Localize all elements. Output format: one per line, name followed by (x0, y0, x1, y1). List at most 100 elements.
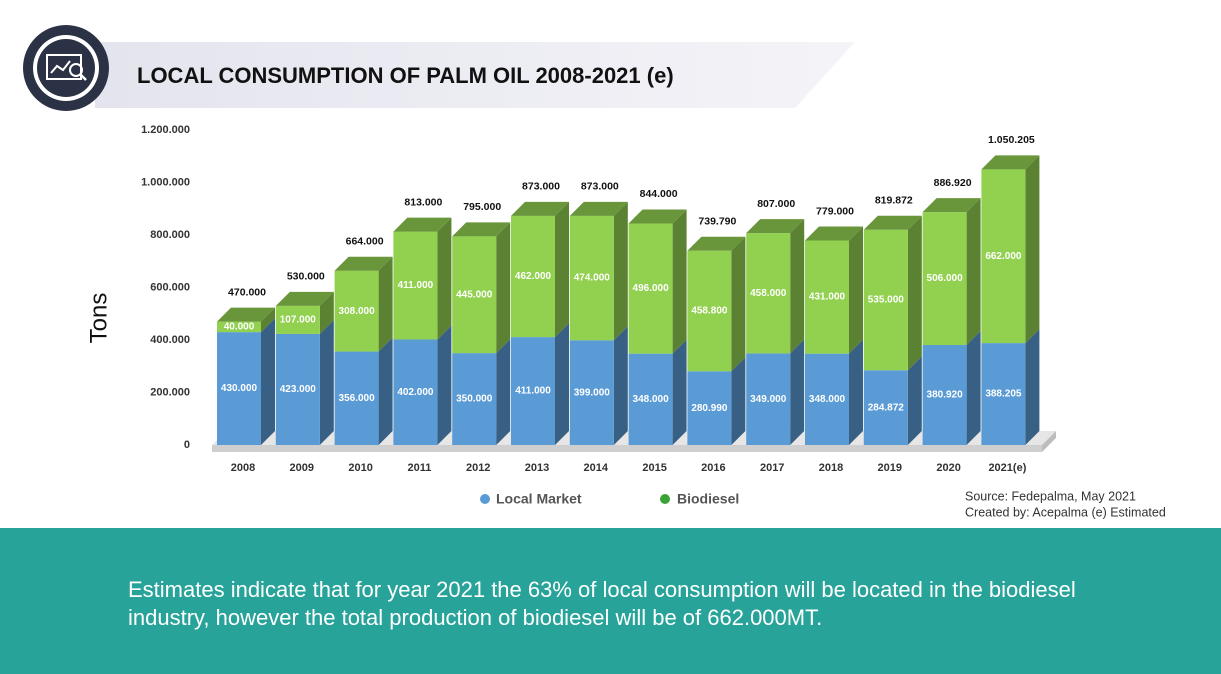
bar-top (452, 222, 511, 237)
bar-segment (981, 343, 1026, 445)
floor-front (212, 445, 1042, 452)
x-tick-label: 2013 (525, 462, 549, 474)
bar-top (746, 219, 805, 234)
value-label: 388.205 (985, 389, 1022, 400)
bar-top (863, 215, 922, 230)
bar-segment (217, 332, 261, 445)
x-tick-label: 2020 (936, 462, 960, 474)
bar-segment (687, 371, 732, 445)
bar-side (261, 307, 275, 333)
bar-top (511, 201, 569, 216)
bar-side (261, 318, 275, 445)
bar-side (672, 209, 687, 354)
total-label: 1.050.205 (988, 134, 1035, 146)
value-label: 308.000 (339, 306, 376, 317)
bar-top (569, 201, 628, 216)
bar-segment (334, 270, 379, 352)
total-label: 807.000 (757, 198, 795, 210)
value-label: 350.000 (456, 394, 493, 405)
footer-note: Estimates indicate that for year 2021 th… (128, 577, 1076, 630)
total-label: 873.000 (581, 181, 619, 193)
bar-segment (805, 240, 849, 354)
icon-line (50, 60, 71, 74)
bar-side (437, 325, 452, 445)
bar-segment (393, 339, 438, 445)
x-tick-label: 2021(e) (988, 462, 1026, 474)
value-label: 496.000 (633, 283, 670, 294)
value-label: 458.000 (750, 288, 787, 299)
title-banner (95, 42, 855, 108)
value-label: 107.000 (280, 315, 317, 326)
y-tick-label: 1.000.000 (141, 176, 190, 188)
bar-side (378, 256, 393, 352)
bar-side (496, 222, 511, 354)
bar-top (217, 307, 275, 322)
y-tick-label: 800.000 (150, 229, 190, 241)
x-tick-label: 2015 (642, 462, 666, 474)
bar-side (731, 236, 746, 372)
bar-top (393, 217, 452, 232)
bar-side (1025, 329, 1040, 445)
bar-side (672, 339, 687, 445)
total-label: 664.000 (346, 235, 384, 247)
x-tick-label: 2010 (348, 462, 372, 474)
bar-side (555, 323, 569, 445)
bar-top (922, 198, 981, 213)
total-label: 779.000 (816, 205, 854, 217)
bar-top (628, 209, 687, 224)
value-label: 506.000 (927, 273, 964, 284)
legend-label: Local Market (496, 491, 582, 507)
bar-segment (275, 333, 320, 445)
x-tick-label: 2019 (878, 462, 902, 474)
bar-segment (511, 337, 555, 445)
bar-top (981, 155, 1040, 170)
bar-side (496, 339, 511, 445)
value-label: 431.000 (809, 292, 846, 303)
bar-segment (569, 215, 614, 341)
total-label: 886.920 (934, 177, 972, 189)
legend-swatch (480, 494, 490, 504)
x-tick-label: 2008 (231, 462, 255, 474)
value-label: 474.000 (574, 273, 611, 284)
total-label: 530.000 (287, 271, 325, 283)
bar-segment (628, 223, 673, 354)
bar-top (687, 236, 746, 251)
total-label: 813.000 (404, 196, 442, 208)
total-label: 739.790 (698, 216, 736, 228)
x-tick-label: 2011 (407, 462, 431, 474)
bar-side (790, 219, 805, 354)
x-tick-label: 2016 (701, 462, 725, 474)
bar-side (907, 215, 922, 371)
bar-segment (687, 250, 732, 372)
y-axis-label: Tons (85, 293, 112, 344)
x-tick-label: 2014 (584, 462, 609, 474)
bar-side (555, 201, 569, 338)
bar-side (849, 339, 863, 445)
bar-side (966, 331, 981, 445)
bar-side (966, 198, 981, 346)
value-label: 40.000 (224, 322, 255, 333)
bar-segment (863, 229, 908, 371)
total-label: 470.000 (228, 286, 266, 298)
value-label: 380.920 (927, 390, 964, 401)
value-label: 458.800 (691, 306, 728, 317)
bar-side (613, 201, 628, 341)
bar-side (319, 319, 334, 445)
total-label: 844.000 (640, 188, 678, 200)
source: Source: Fedepalma, May 2021 (965, 489, 1136, 503)
total-label: 795.000 (463, 201, 501, 213)
value-label: 411.000 (398, 280, 434, 291)
value-label: 356.000 (339, 393, 376, 404)
bar-side (849, 226, 863, 354)
total-label: 819.872 (875, 195, 913, 207)
y-tick-label: 200.000 (150, 386, 190, 398)
bar-segment (805, 353, 849, 445)
bar-side (378, 337, 393, 445)
x-tick-label: 2017 (760, 462, 784, 474)
bar-side (319, 291, 334, 334)
value-label: 662.000 (985, 251, 1022, 262)
source: Created by: Acepalma (e) Estimated (965, 505, 1166, 519)
icon-lens (69, 63, 83, 77)
value-label: 430.000 (221, 383, 258, 394)
